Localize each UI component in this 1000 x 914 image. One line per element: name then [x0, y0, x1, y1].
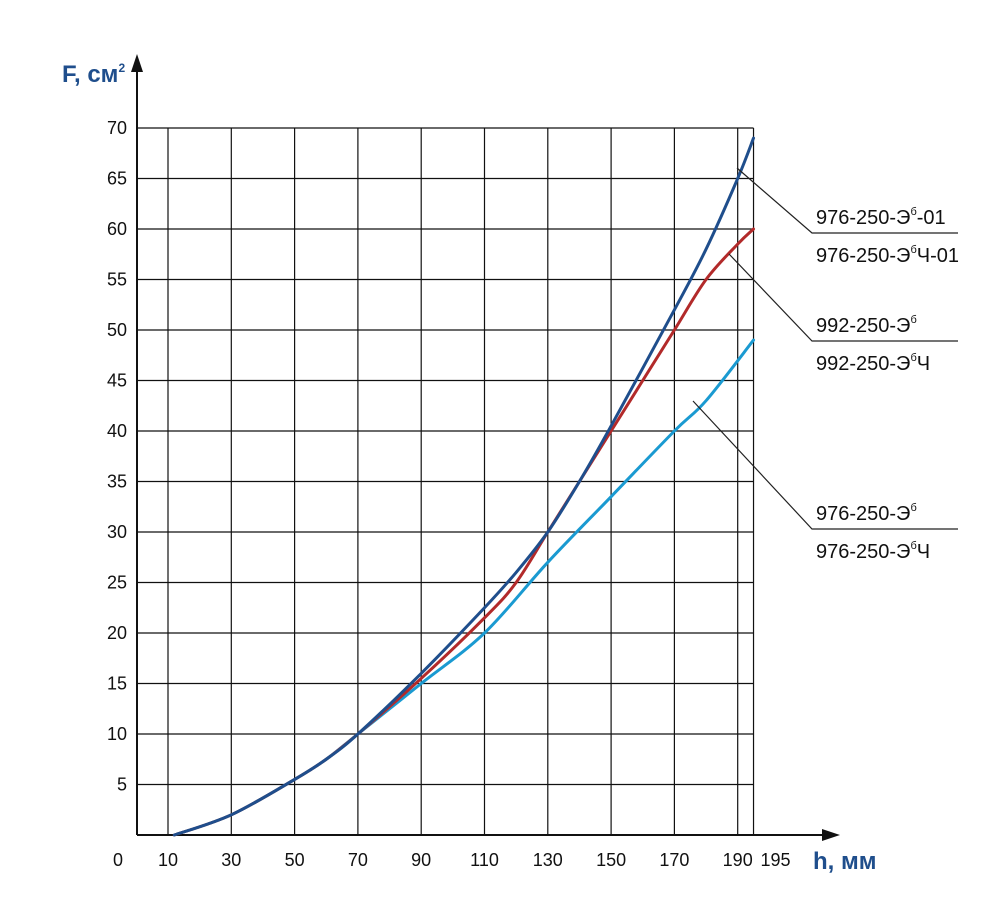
- y-tick-label: 45: [107, 371, 127, 391]
- x-axis-arrow: [822, 829, 840, 841]
- legend-label-sup: б: [910, 540, 916, 552]
- y-tick-label: 20: [107, 623, 127, 643]
- y-tick-label: 60: [107, 219, 127, 239]
- legend-label-main: 976-250-Э: [816, 503, 910, 525]
- y-tick-label: 35: [107, 472, 127, 492]
- legend-label-sup: б: [910, 314, 916, 326]
- axes: [131, 54, 840, 841]
- y-tick-label: 50: [107, 320, 127, 340]
- series-line-976-01: [172, 136, 756, 837]
- y-tick-label: 25: [107, 573, 127, 593]
- x-tick-label: 10: [158, 850, 178, 870]
- legend-label: 976-250-ЭбЧ-01: [816, 244, 959, 267]
- legend: 976-250-Эб-01976-250-ЭбЧ-01992-250-Эб992…: [692, 167, 959, 563]
- legend-label-suffix: Ч: [917, 353, 930, 375]
- x-tick-label: 0: [113, 850, 123, 870]
- x-tick-label: 150: [596, 850, 626, 870]
- y-axis-label: F, см2: [62, 61, 125, 88]
- x-tick-label: 130: [533, 850, 563, 870]
- y-tick-label: 15: [107, 674, 127, 694]
- x-tick-label: 70: [348, 850, 368, 870]
- legend-label: 992-250-ЭбЧ: [816, 352, 930, 375]
- legend-label: 976-250-Эб: [816, 502, 917, 525]
- y-tick-label: 5: [117, 775, 127, 795]
- x-tick-label: 110: [470, 850, 499, 870]
- x-axis-label: h, мм: [813, 848, 877, 875]
- legend-label-sup: б: [910, 502, 916, 514]
- legend-leader-line: [692, 400, 958, 530]
- y-tick-label: 65: [107, 169, 127, 189]
- x-tick-label: 190: [723, 850, 753, 870]
- y-axis-label-sup: 2: [118, 61, 125, 75]
- x-tick-label: 90: [411, 850, 431, 870]
- legend-label-suffix: Ч: [917, 541, 930, 563]
- y-tick-label: 30: [107, 522, 127, 542]
- legend-label-main: 976-250-Э: [816, 541, 910, 563]
- legend-label-main: 992-250-Э: [816, 315, 910, 337]
- legend-label-suffix: Ч-01: [917, 245, 959, 267]
- legend-label-suffix: -01: [917, 207, 946, 229]
- y-tick-label: 55: [107, 270, 127, 290]
- x-tick-label: 170: [659, 850, 689, 870]
- legend-label-main: 976-250-Э: [816, 245, 910, 267]
- legend-label-sup: б: [910, 206, 916, 218]
- legend-label-main: 976-250-Э: [816, 207, 910, 229]
- y-tick-label: 40: [107, 421, 127, 441]
- legend-leader-line: [736, 167, 958, 234]
- legend-leader-line: [728, 253, 958, 342]
- grid: [137, 127, 755, 835]
- legend-label-sup: б: [910, 352, 916, 364]
- legend-label: 992-250-Эб: [816, 314, 917, 337]
- x-tick-label: 30: [221, 850, 241, 870]
- legend-label-sup: б: [910, 244, 916, 256]
- series-line-976: [172, 338, 756, 837]
- tick-labels: 5 10 15 20 25 30 35 40 45 50 55 60 65 70 0 10 30 50 70 90 11…: [107, 118, 791, 870]
- legend-label-main: 992-250-Э: [816, 353, 910, 375]
- y-axis-arrow: [131, 54, 143, 72]
- x-tick-label: 195: [761, 850, 791, 870]
- legend-label: 976-250-Эб-01: [816, 206, 946, 229]
- legend-label: 976-250-ЭбЧ: [816, 540, 930, 563]
- x-tick-label: 50: [285, 850, 305, 870]
- y-tick-label: 70: [107, 118, 127, 138]
- y-tick-label: 10: [107, 724, 127, 744]
- series-lines: [172, 136, 756, 837]
